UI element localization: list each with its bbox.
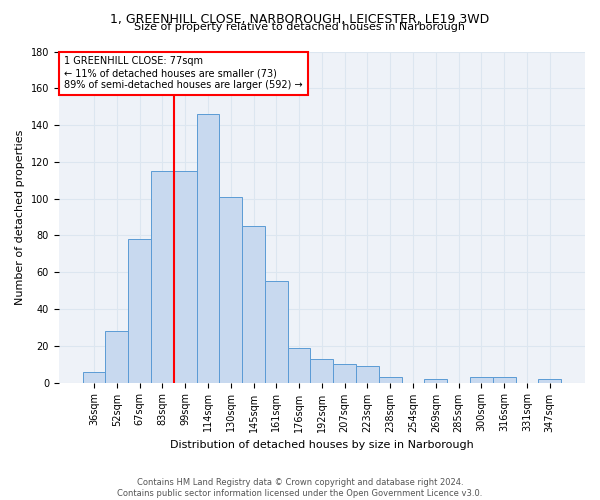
Y-axis label: Number of detached properties: Number of detached properties	[15, 130, 25, 304]
Bar	[356, 366, 379, 382]
Text: 1 GREENHILL CLOSE: 77sqm
← 11% of detached houses are smaller (73)
89% of semi-d: 1 GREENHILL CLOSE: 77sqm ← 11% of detach…	[64, 56, 302, 90]
Bar	[151, 171, 174, 382]
Bar	[288, 348, 310, 382]
Bar	[424, 379, 447, 382]
Bar	[333, 364, 356, 382]
Bar	[128, 239, 151, 382]
Bar	[106, 331, 128, 382]
Bar	[310, 358, 333, 382]
Bar	[220, 197, 242, 382]
Bar	[493, 377, 515, 382]
Bar	[538, 379, 561, 382]
Bar	[379, 377, 401, 382]
Bar	[174, 171, 197, 382]
Bar	[83, 372, 106, 382]
Text: Contains HM Land Registry data © Crown copyright and database right 2024.
Contai: Contains HM Land Registry data © Crown c…	[118, 478, 482, 498]
X-axis label: Distribution of detached houses by size in Narborough: Distribution of detached houses by size …	[170, 440, 474, 450]
Text: 1, GREENHILL CLOSE, NARBOROUGH, LEICESTER, LE19 3WD: 1, GREENHILL CLOSE, NARBOROUGH, LEICESTE…	[110, 12, 490, 26]
Bar	[470, 377, 493, 382]
Text: Size of property relative to detached houses in Narborough: Size of property relative to detached ho…	[134, 22, 466, 32]
Bar	[265, 282, 288, 382]
Bar	[197, 114, 220, 382]
Bar	[242, 226, 265, 382]
